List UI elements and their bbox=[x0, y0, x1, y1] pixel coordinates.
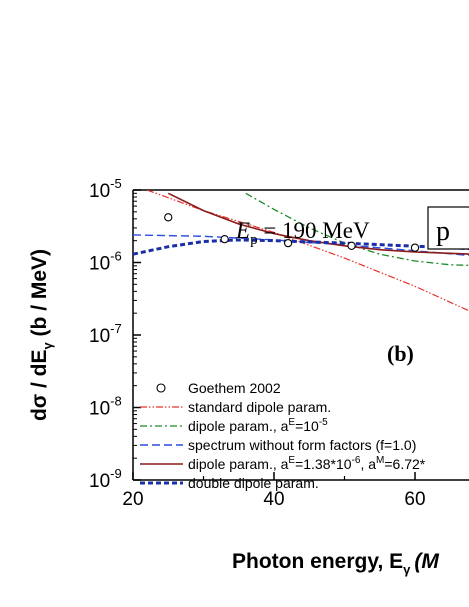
legend-label-1: standard dipole param. bbox=[188, 399, 331, 415]
data-point bbox=[410, 243, 420, 252]
data-point bbox=[220, 234, 229, 244]
y-tick-label-4: 10-5 bbox=[89, 176, 122, 202]
y-tick-label-3: 10-6 bbox=[89, 249, 122, 275]
panel-label: (b) bbox=[387, 341, 414, 366]
data-point bbox=[283, 238, 293, 248]
legend-label-0: Goethem 2002 bbox=[188, 380, 281, 396]
energy-annotation: Ep = 190 MeV bbox=[235, 218, 370, 248]
legend-label-3: spectrum without form factors (f=1.0) bbox=[188, 437, 416, 453]
boxed-label: p bbox=[436, 216, 450, 247]
data-point bbox=[347, 241, 356, 250]
x-axis-title: Photon energy, Eγ (M bbox=[232, 550, 439, 577]
y-tick-label-1: 10-8 bbox=[89, 394, 122, 420]
legend-marker-0 bbox=[156, 383, 166, 393]
legend-label-2: dipole param., aE=10-5 bbox=[188, 417, 328, 434]
data-point bbox=[164, 213, 173, 222]
series-line-4 bbox=[167, 192, 469, 255]
y-tick-label-0: 10-9 bbox=[89, 466, 122, 492]
legend: Goethem 2002 standard dipole param. dipole… bbox=[140, 380, 426, 491]
legend-label-4: dipole param., aE=1.38*10-6, aM=6.72* bbox=[188, 455, 426, 472]
x-tick-labels: 2040608010012014 bbox=[122, 489, 425, 510]
x-tick-label-1: 40 bbox=[263, 489, 284, 510]
y-tick-labels: 10-9 10-8 10-7 10-6 10-5 bbox=[89, 176, 122, 492]
y-axis-title: dσ / dEγ (b / MeV) bbox=[28, 249, 55, 421]
legend-label-5: double dipole param. bbox=[188, 475, 319, 491]
series-line-2 bbox=[245, 192, 469, 266]
y-tick-label-2: 10-7 bbox=[89, 321, 122, 347]
data-points bbox=[164, 213, 420, 252]
x-tick-label-2: 60 bbox=[404, 489, 425, 510]
axis-ticks bbox=[132, 189, 416, 481]
boxed-label-frame bbox=[427, 206, 469, 250]
x-tick-label-0: 20 bbox=[122, 489, 143, 510]
